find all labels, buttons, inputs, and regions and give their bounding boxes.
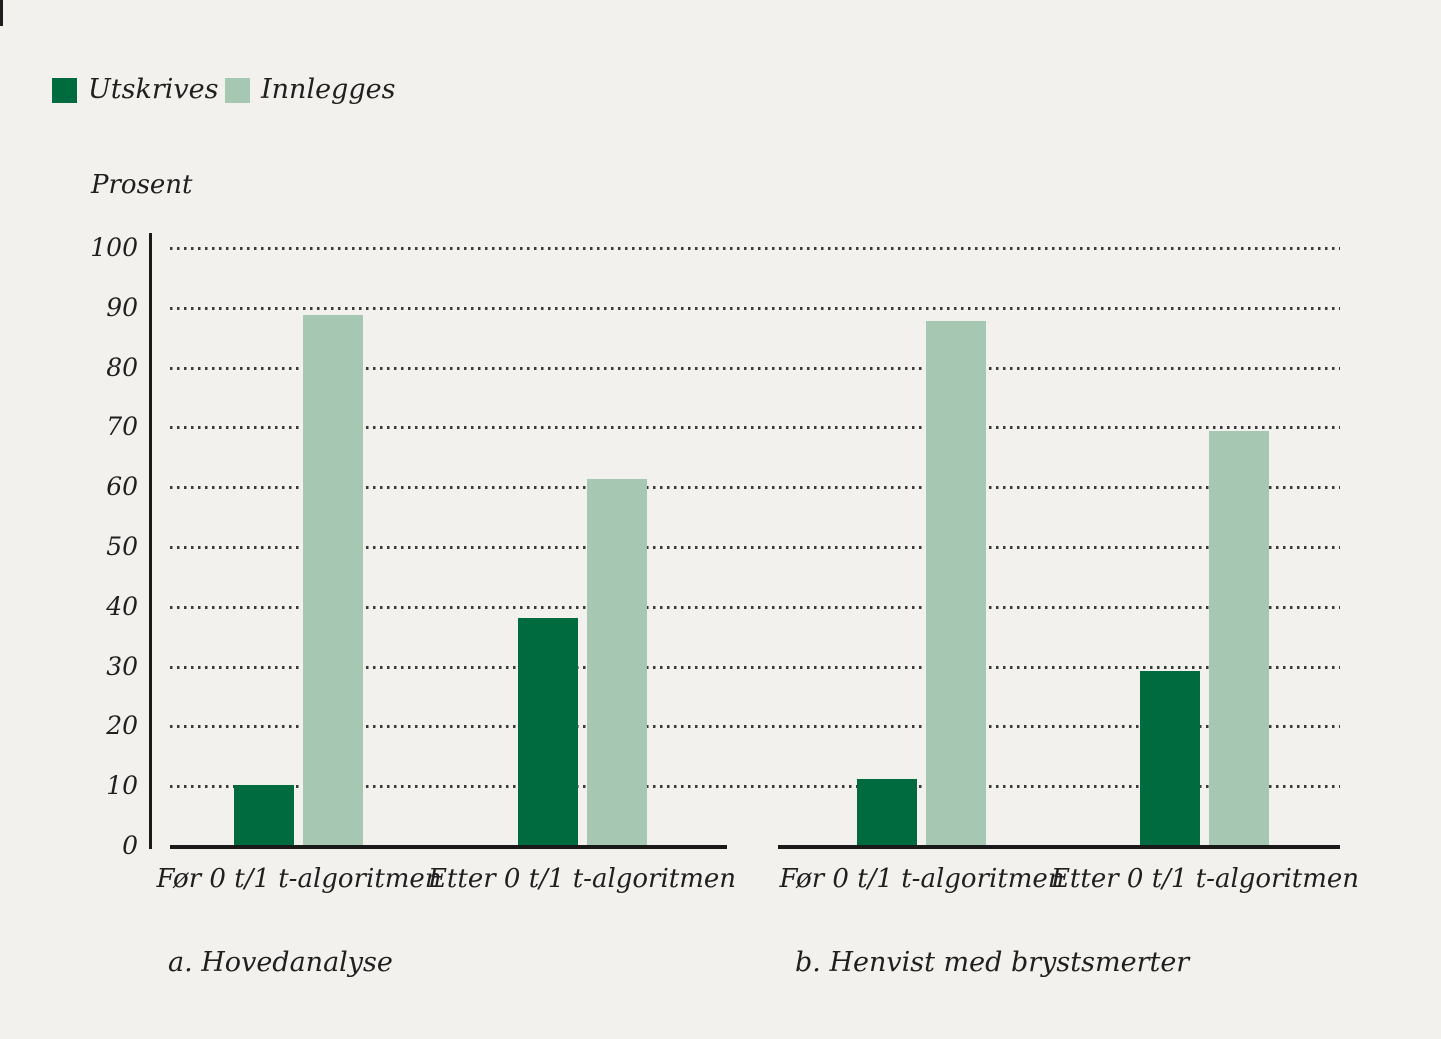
x-axis-line-panel-a xyxy=(170,845,727,849)
y-axis-title: Prosent xyxy=(91,170,193,200)
y-tick-label-30: 30 xyxy=(106,651,138,681)
bar-innlegges-panel-a-group-1 xyxy=(303,315,363,847)
bar-utskrives-panel-b-group-2 xyxy=(1140,671,1200,847)
legend-swatch-innlegges xyxy=(225,77,250,103)
gridline-90 xyxy=(170,306,1340,310)
bar-utskrives-panel-a-group-1 xyxy=(234,785,294,847)
y-tick-label-70: 70 xyxy=(106,412,138,442)
y-tick-label-80: 80 xyxy=(106,352,138,382)
gridline-30 xyxy=(170,665,1340,669)
y-tick-label-10: 10 xyxy=(106,771,138,801)
legend-label-utskrives: Utskrives xyxy=(88,74,219,105)
screen-edge-artifact xyxy=(0,0,3,26)
y-tick-label-20: 20 xyxy=(106,711,138,741)
y-tick-label-40: 40 xyxy=(106,591,138,621)
gridline-100 xyxy=(170,247,1340,250)
legend-label-innlegges: Innlegges xyxy=(261,74,396,105)
y-tick-label-90: 90 xyxy=(106,292,138,322)
bar-utskrives-panel-a-group-2 xyxy=(518,618,578,847)
bar-innlegges-panel-b-group-1 xyxy=(926,321,986,847)
bar-innlegges-panel-a-group-2 xyxy=(587,479,647,847)
gridline-40 xyxy=(170,605,1340,609)
gridline-60 xyxy=(170,486,1340,490)
y-axis-line xyxy=(149,233,152,849)
bar-innlegges-panel-b-group-2 xyxy=(1209,431,1269,847)
x-axis-line-panel-b xyxy=(778,845,1340,849)
x-category-label-b-for: Før 0 t/1 t-algoritmen xyxy=(779,864,1065,894)
x-category-label-a-for: Før 0 t/1 t-algoritmen xyxy=(156,864,442,894)
gridline-10 xyxy=(170,785,1340,789)
y-tick-label-60: 60 xyxy=(106,472,138,502)
panel-caption-b: b. Henvist med brystsmerter xyxy=(795,947,1190,978)
legend-item-utskrives: Utskrives xyxy=(52,74,218,106)
x-category-label-b-etter: Etter 0 t/1 t-algoritmen xyxy=(1050,864,1360,894)
gridline-50 xyxy=(170,546,1340,549)
legend-item-innlegges: Innlegges xyxy=(225,74,395,106)
bar-utskrives-panel-b-group-1 xyxy=(857,779,917,847)
y-tick-label-0: 0 xyxy=(122,831,138,860)
y-tick-label-50: 50 xyxy=(106,532,138,561)
panel-caption-a: a. Hovedanalyse xyxy=(168,947,393,978)
gridline-20 xyxy=(170,725,1340,729)
gridline-80 xyxy=(170,366,1340,370)
y-tick-label-100: 100 xyxy=(90,233,138,262)
gridline-70 xyxy=(170,426,1340,430)
x-category-label-a-etter: Etter 0 t/1 t-algoritmen xyxy=(427,864,737,894)
legend-swatch-utskrives xyxy=(52,77,77,103)
